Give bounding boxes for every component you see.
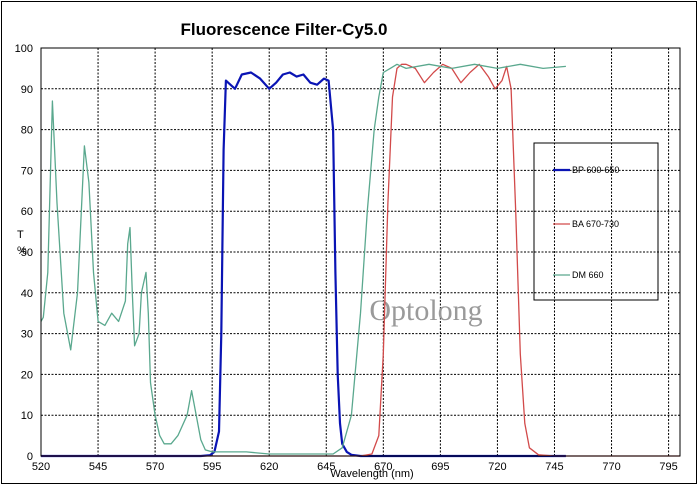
legend-box (533, 142, 659, 301)
series-line-dm-660 (40, 63, 566, 455)
legend-label: BP 600-650 (572, 165, 619, 175)
x-tick-label: 620 (260, 461, 278, 473)
x-tick-label: 645 (317, 461, 335, 473)
x-axis-label: Wavelength (nm) (330, 468, 413, 480)
y-tick-labels: 0 10 20 30 40 50 60 70 80 90 100 (15, 43, 33, 463)
x-tick-label: 795 (659, 461, 677, 473)
x-tick-label: 595 (203, 461, 221, 473)
y-axis-label-top: T (17, 229, 24, 241)
plot-border (40, 47, 681, 457)
y-tick-label: 30 (21, 329, 33, 341)
x-tick-label: 695 (431, 461, 449, 473)
series-layer (40, 63, 680, 458)
x-tick-label: 720 (488, 461, 506, 473)
series-line-ba-670-730 (41, 63, 680, 457)
watermark: Optolong (369, 294, 482, 327)
y-tick-label: 80 (21, 125, 33, 137)
y-tick-label: 50 (21, 247, 33, 259)
grid (40, 47, 680, 457)
y-tick-label: 10 (21, 410, 33, 422)
x-tick-label: 770 (602, 461, 620, 473)
y-tick-label: 20 (21, 369, 33, 381)
chart-title: Fluorescence Filter-Cy5.0 (181, 20, 388, 39)
y-tick-label: 90 (21, 84, 33, 96)
legend-label: DM 660 (572, 270, 604, 280)
y-tick-label: 60 (21, 206, 33, 218)
x-tick-labels: 520 545 570 595 620 645 670 695 720 745 770 795 (32, 461, 678, 473)
y-tick-label: 0 (27, 451, 33, 463)
legend: BP 600-650 BA 670-730 DM 660 (533, 142, 659, 301)
series-line-bp-600-650 (41, 71, 566, 458)
y-axis-label-bottom: % (17, 245, 27, 257)
y-tick-label: 40 (21, 288, 33, 300)
x-tick-label: 520 (32, 461, 50, 473)
x-tick-label: 745 (545, 461, 563, 473)
y-tick-label: 100 (15, 43, 33, 55)
y-tick-label: 70 (21, 165, 33, 177)
x-tick-label: 570 (146, 461, 164, 473)
x-tick-label: 545 (89, 461, 107, 473)
x-tick-label: 670 (374, 461, 392, 473)
legend-label: BA 670-730 (572, 219, 619, 229)
